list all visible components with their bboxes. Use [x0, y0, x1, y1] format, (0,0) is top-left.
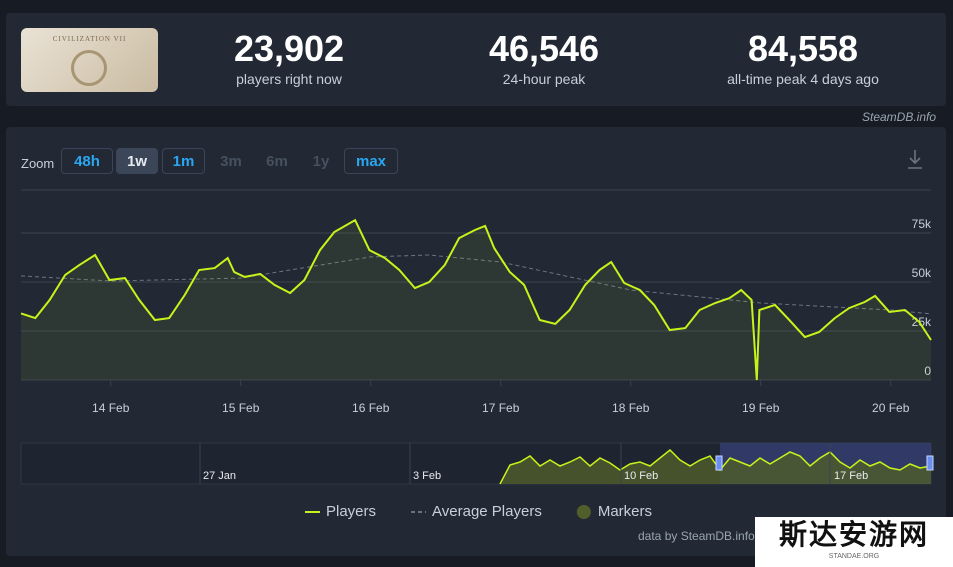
line: [20, 218, 932, 381]
watermark: 斯达安游网 STANDAE.ORG: [755, 517, 953, 567]
legend-item[interactable]: Players: [305, 503, 376, 520]
line: [20, 254, 932, 315]
x-tick-label: 19 Feb: [742, 401, 780, 415]
zoom-button: 6m: [266, 153, 288, 170]
navigator-label: 10 Feb: [624, 470, 658, 482]
navigator-label: 3 Feb: [413, 470, 441, 482]
x-tick-label: 17 Feb: [482, 401, 520, 415]
stat: 23,902 players right now: [169, 27, 409, 89]
stat-value: 84,558: [747, 28, 859, 69]
stat-label: players right now: [236, 71, 342, 87]
y-tick-label: 75k: [912, 217, 932, 231]
zoom-button: 3m: [220, 153, 242, 170]
y-tick-label: 0: [924, 364, 931, 378]
navigator-label: 27 Jan: [203, 470, 236, 482]
x-tick-label: 15 Feb: [222, 401, 260, 415]
stat-label: 24-hour peak: [502, 71, 586, 87]
zoom-button[interactable]: 48h: [61, 148, 113, 174]
zoom-label: Zoom: [21, 156, 55, 171]
stat-value: 46,546: [488, 28, 600, 69]
legend-item[interactable]: Average Players: [411, 503, 542, 520]
zoom-button[interactable]: 1m: [162, 148, 205, 174]
legend-label: Players: [326, 503, 376, 520]
zoom-button[interactable]: max: [344, 148, 398, 174]
stat: 46,546 24-hour peak: [424, 27, 664, 89]
watermark-title: 斯达安游网: [778, 518, 929, 551]
game-art[interactable]: CIVILIZATION VII: [21, 28, 158, 92]
zoom-button: 1y: [312, 153, 330, 170]
footer-credit[interactable]: data by SteamDB.info: [638, 529, 755, 543]
x-tick-label: 16 Feb: [352, 401, 390, 415]
stats-card: CIVILIZATION VII 23,902 players right now…: [6, 13, 946, 106]
stat-value: 23,902: [233, 28, 345, 69]
legend-label: Average Players: [432, 503, 542, 520]
navigator-label: 17 Feb: [834, 470, 868, 482]
x-tick-label: 14 Feb: [92, 401, 130, 415]
navigator[interactable]: 27 Jan 3 Feb 10 Feb 17 Feb: [20, 442, 934, 485]
credit[interactable]: SteamDB.info: [862, 110, 937, 124]
area: [21, 220, 931, 380]
download-icon[interactable]: [907, 148, 923, 170]
watermark-subtitle: STANDAE.ORG: [828, 553, 880, 560]
legend-label: Markers: [598, 503, 652, 520]
stat-label: all-time peak 4 days ago: [727, 71, 879, 87]
x-tick-label: 18 Feb: [612, 401, 650, 415]
legend-swatch: [576, 505, 591, 519]
game-art-title: CIVILIZATION VII: [52, 35, 127, 43]
x-tick-label: 20 Feb: [872, 401, 910, 415]
stat: 84,558 all-time peak 4 days ago: [683, 27, 923, 89]
zoom-button[interactable]: 1w: [116, 148, 158, 174]
legend-item[interactable]: Markers: [576, 503, 652, 520]
y-tick-label: 50k: [912, 266, 932, 280]
